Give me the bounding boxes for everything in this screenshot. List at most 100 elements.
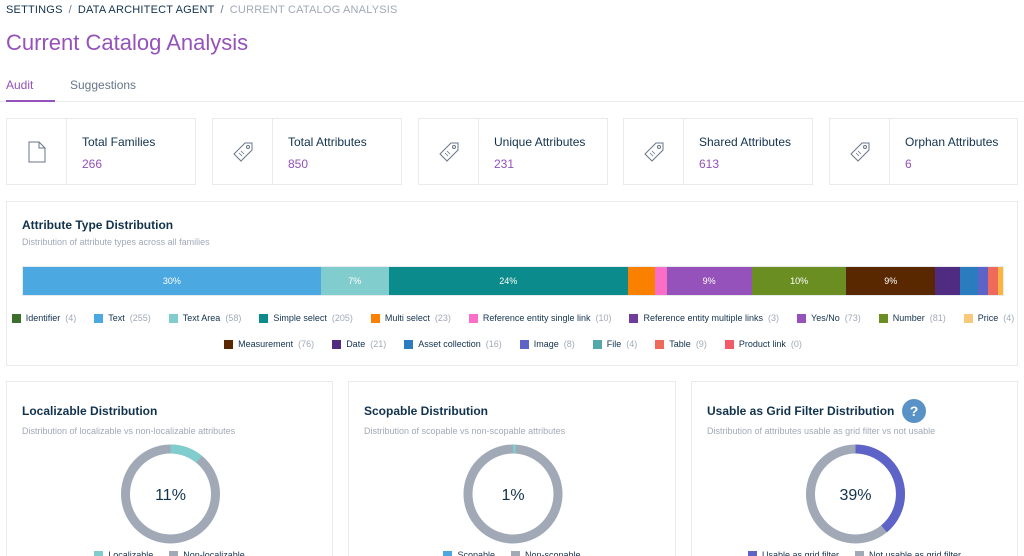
document-icon — [7, 119, 67, 184]
donut-percent-label: 11% — [155, 487, 186, 504]
legend-count: (21) — [370, 339, 387, 349]
legend-item: Asset collection (16) — [404, 339, 502, 349]
legend-label: Non-scopable — [524, 550, 581, 556]
stat-value: 266 — [82, 157, 103, 171]
bar-segment — [628, 267, 655, 295]
bar-segment — [654, 267, 667, 295]
bar-segment — [978, 267, 988, 295]
legend-count: (9) — [695, 339, 707, 349]
legend-item: Reference entity single link (10) — [468, 313, 611, 323]
legend-label: Simple select — [273, 313, 327, 323]
legend-item: Localizable — [94, 550, 153, 556]
legend-label: Reference entity multiple links — [643, 313, 764, 323]
legend-item: File (4) — [592, 339, 638, 349]
legend-label: Identifier — [25, 313, 61, 323]
bar-segment-label: 24% — [499, 276, 518, 286]
tag-icon — [830, 119, 890, 184]
legend-item: Measurement (76) — [224, 339, 314, 349]
legend-count: (205) — [331, 313, 353, 323]
legend-swatch — [468, 313, 478, 323]
legend-item: Non-scopable — [510, 550, 581, 556]
legend-count: (58) — [225, 313, 242, 323]
pie-title: Localizable Distribution — [22, 404, 158, 418]
stat-card-total-families: Total Families 266 — [6, 118, 196, 185]
stat-card-total-attributes: Total Attributes 850 — [212, 118, 402, 185]
pie-title: Scopable Distribution — [364, 404, 489, 418]
bar-segment — [987, 267, 999, 295]
legend-label: Measurement — [238, 339, 294, 349]
legend-count: (0) — [790, 339, 802, 349]
legend-count: (73) — [844, 313, 861, 323]
legend-count: (81) — [929, 313, 946, 323]
legend-item: Price (4) — [963, 313, 1014, 323]
legend-count: (4) — [65, 313, 77, 323]
tab-suggestions[interactable]: Suggestions — [70, 78, 137, 92]
breadcrumb-settings[interactable]: Settings — [6, 4, 63, 16]
legend-item: Not usable as grid filter — [855, 550, 961, 556]
bar-segment: 9% — [846, 267, 936, 295]
legend-item: Multi select (23) — [370, 313, 451, 323]
breadcrumb-data-architect-agent[interactable]: Data Architect Agent — [77, 4, 215, 16]
distribution-legend: Measurement (76) Date (21) Asset collection (… — [22, 339, 1004, 349]
legend-swatch — [169, 550, 179, 556]
help-icon[interactable]: ? — [902, 399, 926, 423]
distribution-subtitle: Distribution of attribute types across a… — [22, 237, 210, 247]
legend-item: Text Area (58) — [168, 313, 242, 323]
stat-label: Unique Attributes — [494, 135, 586, 149]
legend-item: Image (8) — [519, 339, 575, 349]
legend-label: Number — [892, 313, 925, 323]
legend-item: Non-localizable — [169, 550, 245, 556]
legend-label: Scopable — [457, 550, 495, 556]
pie-subtitle: Distribution of scopable vs non-scopable… — [364, 426, 566, 436]
stat-card-orphan-attributes: Orphan Attributes 6 — [829, 118, 1018, 185]
legend-item: Date (21) — [332, 339, 386, 349]
legend-label: Asset collection — [418, 339, 481, 349]
stat-label: Shared Attributes — [699, 135, 792, 149]
bar-segment-label: 9% — [884, 276, 898, 286]
legend-swatch — [878, 313, 888, 323]
pie-title: Usable as Grid Filter Distribution — [707, 404, 895, 418]
legend-swatch — [94, 313, 104, 323]
stat-value: 231 — [494, 157, 515, 171]
attribute-type-distribution-card: Attribute Type Distribution Distribution… — [6, 201, 1018, 366]
legend-swatch — [370, 313, 380, 323]
breadcrumb-separator: / — [220, 4, 224, 16]
legend-item: Text (255) — [94, 313, 151, 323]
donut-percent-label: 1% — [501, 487, 524, 504]
tab-bar: Audit Suggestions — [0, 78, 1024, 102]
localizable-distribution-card: Localizable Distribution Distribution of… — [6, 381, 333, 556]
legend-count: (4) — [626, 339, 638, 349]
legend-count: (8) — [563, 339, 575, 349]
legend-label: Date — [346, 339, 366, 349]
legend-swatch — [797, 313, 807, 323]
stat-value: 613 — [699, 157, 720, 171]
legend-swatch — [404, 339, 414, 349]
bar-segment — [959, 267, 979, 295]
bar-segment — [998, 267, 1003, 295]
legend-label: Reference entity single link — [482, 313, 591, 323]
legend-count: (255) — [129, 313, 151, 323]
legend-swatch — [519, 339, 529, 349]
legend-swatch — [168, 313, 178, 323]
legend-swatch — [510, 550, 520, 556]
legend-label: File — [606, 339, 622, 349]
breadcrumb-current: Current Catalog Analysis — [229, 4, 398, 16]
legend-label: Product link — [738, 339, 786, 349]
legend-label: Non-localizable — [183, 550, 245, 556]
pie-legend: Usable as grid filter Not usable as grid … — [692, 550, 1017, 556]
legend-label: Usable as grid filter — [761, 550, 839, 556]
bar-segment-label: 7% — [348, 276, 362, 286]
tab-audit[interactable]: Audit — [6, 78, 56, 102]
grid-filter-donut: 39% — [806, 444, 905, 544]
stat-label: Total Families — [82, 135, 156, 149]
legend-swatch — [655, 339, 665, 349]
bar-segment — [935, 267, 960, 295]
bar-segment: 9% — [666, 267, 752, 295]
scopable-donut: 1% — [463, 444, 563, 544]
legend-swatch — [747, 550, 757, 556]
bar-segment: 10% — [751, 267, 847, 295]
stat-label: Orphan Attributes — [905, 135, 999, 149]
legend-swatch — [855, 550, 864, 556]
legend-swatch — [592, 339, 602, 349]
legend-count: (16) — [485, 339, 502, 349]
